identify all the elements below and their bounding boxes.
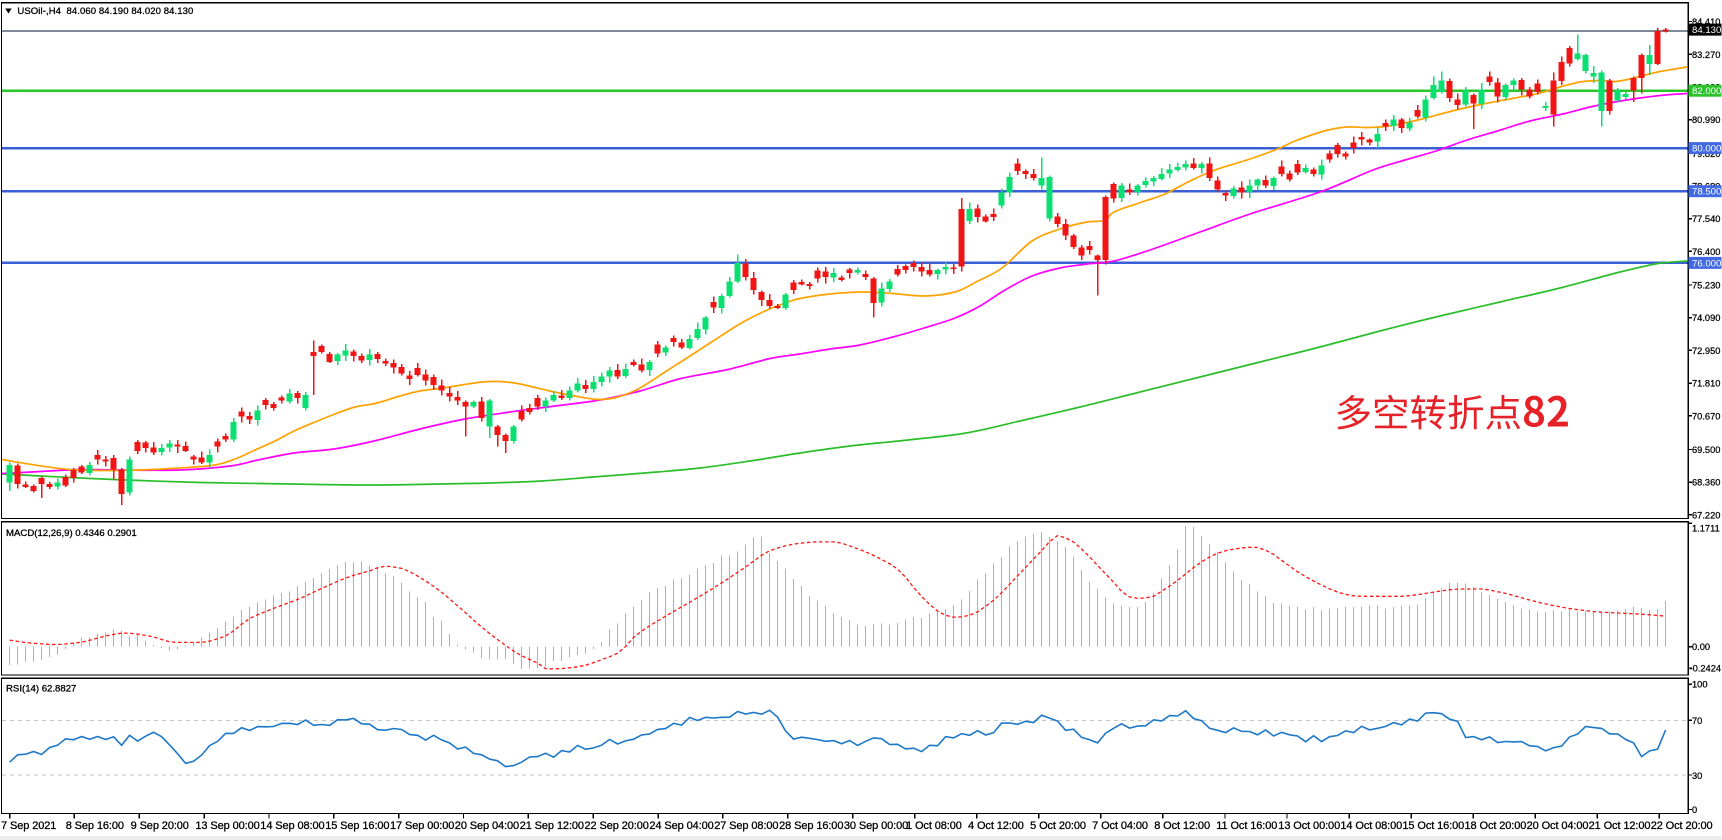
svg-text:13 Sep 00:00: 13 Sep 00:00 <box>195 820 259 832</box>
svg-text:77.540: 77.540 <box>1692 214 1720 224</box>
svg-text:22 Sep 20:00: 22 Sep 20:00 <box>585 820 649 832</box>
svg-text:84.130: 84.130 <box>1692 25 1721 36</box>
svg-text:84.410: 84.410 <box>1692 17 1720 27</box>
svg-text:0.00: 0.00 <box>1692 642 1710 652</box>
svg-text:18 Oct 20:00: 18 Oct 20:00 <box>1465 820 1527 832</box>
svg-text:80.990: 80.990 <box>1692 115 1720 125</box>
svg-text:30: 30 <box>1692 771 1702 781</box>
svg-text:67.220: 67.220 <box>1692 510 1720 520</box>
svg-text:20 Oct 04:00: 20 Oct 04:00 <box>1527 820 1589 832</box>
svg-text:9 Sep 20:00: 9 Sep 20:00 <box>131 820 189 832</box>
svg-text:75.230: 75.230 <box>1692 281 1720 291</box>
svg-text:13 Oct 00:00: 13 Oct 00:00 <box>1278 820 1340 832</box>
svg-text:70.670: 70.670 <box>1692 411 1720 421</box>
svg-text:17 Sep 00:00: 17 Sep 00:00 <box>390 820 454 832</box>
svg-text:15 Sep 16:00: 15 Sep 16:00 <box>325 820 389 832</box>
svg-text:22 Oct 20:00: 22 Oct 20:00 <box>1651 820 1713 832</box>
svg-text:80.000: 80.000 <box>1692 144 1721 155</box>
svg-text:14 Sep 08:00: 14 Sep 08:00 <box>260 820 324 832</box>
svg-text:20 Sep 04:00: 20 Sep 04:00 <box>455 820 519 832</box>
svg-text:MACD(12,26,9) 0.4346 0.2901: MACD(12,26,9) 0.4346 0.2901 <box>6 528 137 539</box>
svg-text:7 Sep 2021: 7 Sep 2021 <box>1 820 56 832</box>
svg-text:83.270: 83.270 <box>1692 50 1720 60</box>
svg-text:USOil-,H4 84.060 84.190 84.02: USOil-,H4 84.060 84.190 84.020 84.130 <box>17 6 193 17</box>
svg-text:1.1711: 1.1711 <box>1692 524 1720 534</box>
svg-text:8 Sep 16:00: 8 Sep 16:00 <box>66 820 124 832</box>
svg-text:100: 100 <box>1692 680 1708 690</box>
svg-text:69.500: 69.500 <box>1692 445 1720 455</box>
svg-text:1 Oct 08:00: 1 Oct 08:00 <box>906 820 962 832</box>
svg-text:24 Sep 04:00: 24 Sep 04:00 <box>649 820 713 832</box>
svg-text:8 Oct 12:00: 8 Oct 12:00 <box>1154 820 1210 832</box>
svg-text:0: 0 <box>1692 805 1697 815</box>
svg-text:14 Oct 08:00: 14 Oct 08:00 <box>1340 820 1402 832</box>
svg-text:74.090: 74.090 <box>1692 313 1720 323</box>
svg-text:76.000: 76.000 <box>1692 258 1721 269</box>
svg-text:21 Sep 12:00: 21 Sep 12:00 <box>520 820 584 832</box>
svg-text:28 Sep 16:00: 28 Sep 16:00 <box>779 820 843 832</box>
svg-text:11 Oct 16:00: 11 Oct 16:00 <box>1216 820 1277 832</box>
svg-text:72.950: 72.950 <box>1692 346 1720 356</box>
svg-text:-0.2424: -0.2424 <box>1690 664 1722 674</box>
svg-text:21 Oct 12:00: 21 Oct 12:00 <box>1589 820 1651 832</box>
svg-text:71.810: 71.810 <box>1692 379 1720 389</box>
svg-text:RSI(14) 62.8827: RSI(14) 62.8827 <box>6 684 76 695</box>
svg-text:70: 70 <box>1692 716 1702 726</box>
svg-text:7 Oct 04:00: 7 Oct 04:00 <box>1092 820 1148 832</box>
svg-text:30 Sep 00:00: 30 Sep 00:00 <box>844 820 908 832</box>
svg-text:27 Sep 08:00: 27 Sep 08:00 <box>714 820 778 832</box>
svg-text:82.000: 82.000 <box>1692 86 1721 97</box>
svg-text:5 Oct 20:00: 5 Oct 20:00 <box>1030 820 1086 832</box>
svg-text:76.400: 76.400 <box>1692 247 1720 257</box>
svg-text:78.500: 78.500 <box>1692 187 1721 198</box>
svg-text:4 Oct 12:00: 4 Oct 12:00 <box>968 820 1024 832</box>
svg-text:68.360: 68.360 <box>1692 478 1720 488</box>
svg-text:15 Oct 16:00: 15 Oct 16:00 <box>1402 820 1464 832</box>
